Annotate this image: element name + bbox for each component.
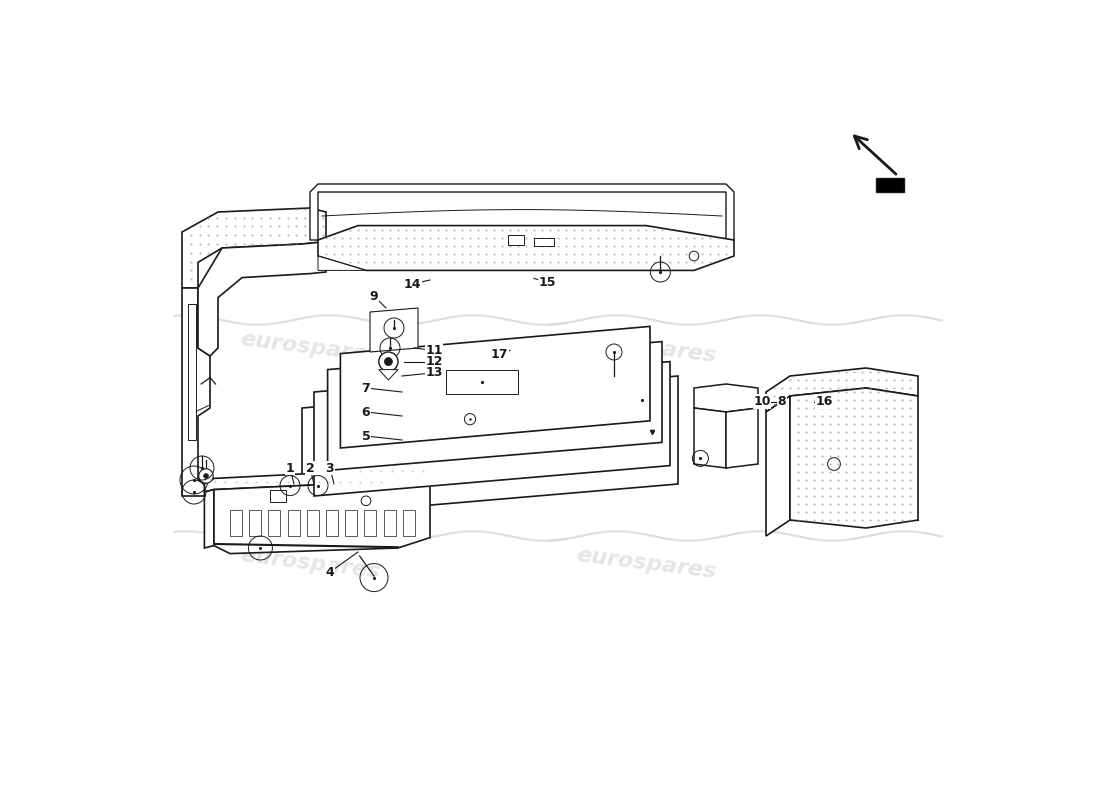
Bar (287, 510, 299, 536)
Bar (384, 510, 396, 536)
Polygon shape (694, 408, 726, 468)
Text: 10: 10 (754, 395, 771, 408)
Text: 14: 14 (404, 278, 421, 290)
Polygon shape (188, 304, 197, 440)
Circle shape (204, 474, 208, 478)
Polygon shape (726, 408, 758, 468)
Text: 13: 13 (426, 366, 442, 379)
Polygon shape (318, 226, 734, 270)
Text: 11: 11 (426, 344, 442, 357)
Text: 17: 17 (491, 348, 508, 361)
Bar (364, 510, 376, 536)
Polygon shape (318, 256, 366, 270)
Bar (345, 510, 358, 536)
Text: 7: 7 (362, 382, 371, 394)
Bar (250, 510, 261, 536)
Text: 15: 15 (539, 276, 557, 289)
Text: 12: 12 (426, 355, 442, 368)
Bar (534, 238, 554, 246)
Polygon shape (790, 388, 918, 528)
Bar (230, 510, 242, 536)
Bar (877, 178, 904, 192)
Text: 6: 6 (362, 406, 371, 418)
Text: eurospares: eurospares (575, 546, 717, 582)
Polygon shape (766, 368, 918, 412)
Polygon shape (182, 208, 326, 288)
Text: 2: 2 (306, 462, 315, 474)
Polygon shape (370, 308, 418, 352)
Bar (508, 235, 525, 245)
Polygon shape (205, 468, 430, 492)
Bar (268, 510, 280, 536)
Text: 4: 4 (326, 566, 334, 578)
Text: eurospares: eurospares (239, 330, 381, 366)
Text: eurospares: eurospares (239, 546, 381, 582)
Polygon shape (205, 490, 214, 548)
Bar (307, 510, 319, 536)
Polygon shape (198, 242, 326, 356)
Text: 9: 9 (370, 290, 378, 302)
Text: 8: 8 (778, 395, 786, 408)
Bar (403, 510, 415, 536)
Polygon shape (310, 184, 734, 240)
Polygon shape (378, 370, 398, 380)
Text: eurospares: eurospares (575, 330, 717, 366)
Polygon shape (302, 376, 678, 516)
Text: 5: 5 (362, 430, 371, 442)
Polygon shape (182, 288, 230, 496)
Polygon shape (340, 326, 650, 448)
Text: 16: 16 (816, 395, 833, 408)
Polygon shape (214, 480, 430, 554)
Bar (446, 370, 518, 394)
Bar (270, 490, 286, 502)
Polygon shape (766, 396, 790, 536)
Text: 1: 1 (286, 462, 295, 474)
Polygon shape (694, 384, 758, 412)
Circle shape (378, 352, 398, 371)
Polygon shape (328, 342, 662, 470)
Circle shape (384, 358, 393, 366)
Bar (326, 510, 338, 536)
Text: 3: 3 (326, 462, 334, 474)
Circle shape (199, 469, 213, 483)
Polygon shape (314, 362, 670, 496)
